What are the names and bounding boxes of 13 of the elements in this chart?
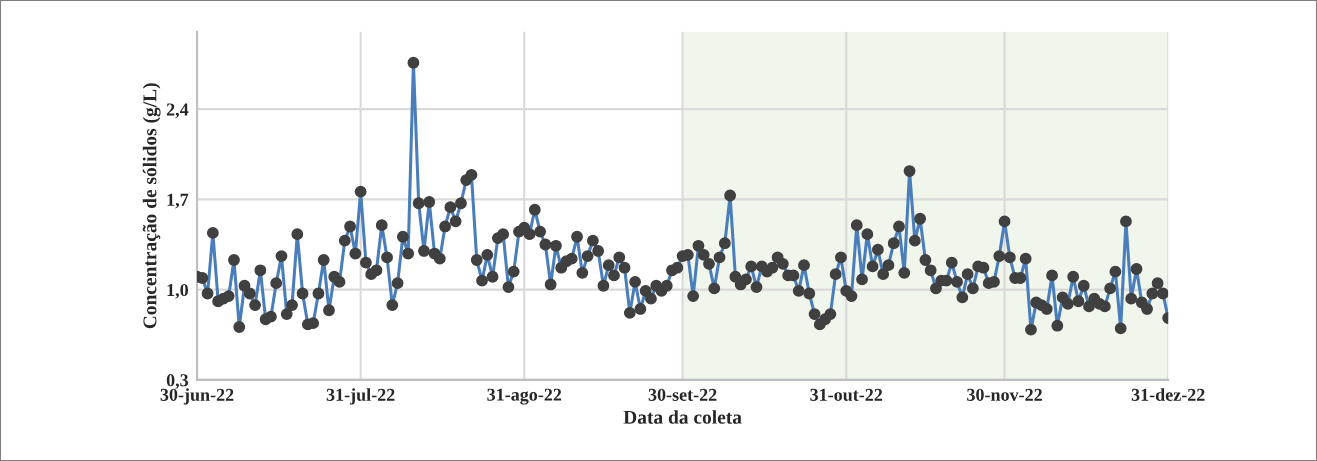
y-tick-label: 1,0	[167, 283, 188, 299]
y-tick-label: 0,3	[166, 374, 189, 389]
x-tick-label: 31-jul-22	[326, 388, 395, 405]
x-tick-label: 31-dez-22	[1131, 388, 1205, 401]
y-tick-label: 1,7	[167, 193, 189, 209]
y-axis-title: Concentração de sólidos (g/L)	[142, 83, 161, 329]
x-tick-label: 30-nov-22	[967, 388, 1042, 401]
x-tick-label: 31-ago-22	[487, 388, 562, 405]
x-tick-label: 30-set-22	[648, 388, 717, 401]
x-tick-label: 31-out-22	[810, 388, 883, 401]
x-tick-label: 30-jun-22	[160, 388, 234, 405]
x-axis-title: Data da coleta	[623, 410, 742, 424]
y-tick-label: 2,4	[166, 103, 189, 119]
